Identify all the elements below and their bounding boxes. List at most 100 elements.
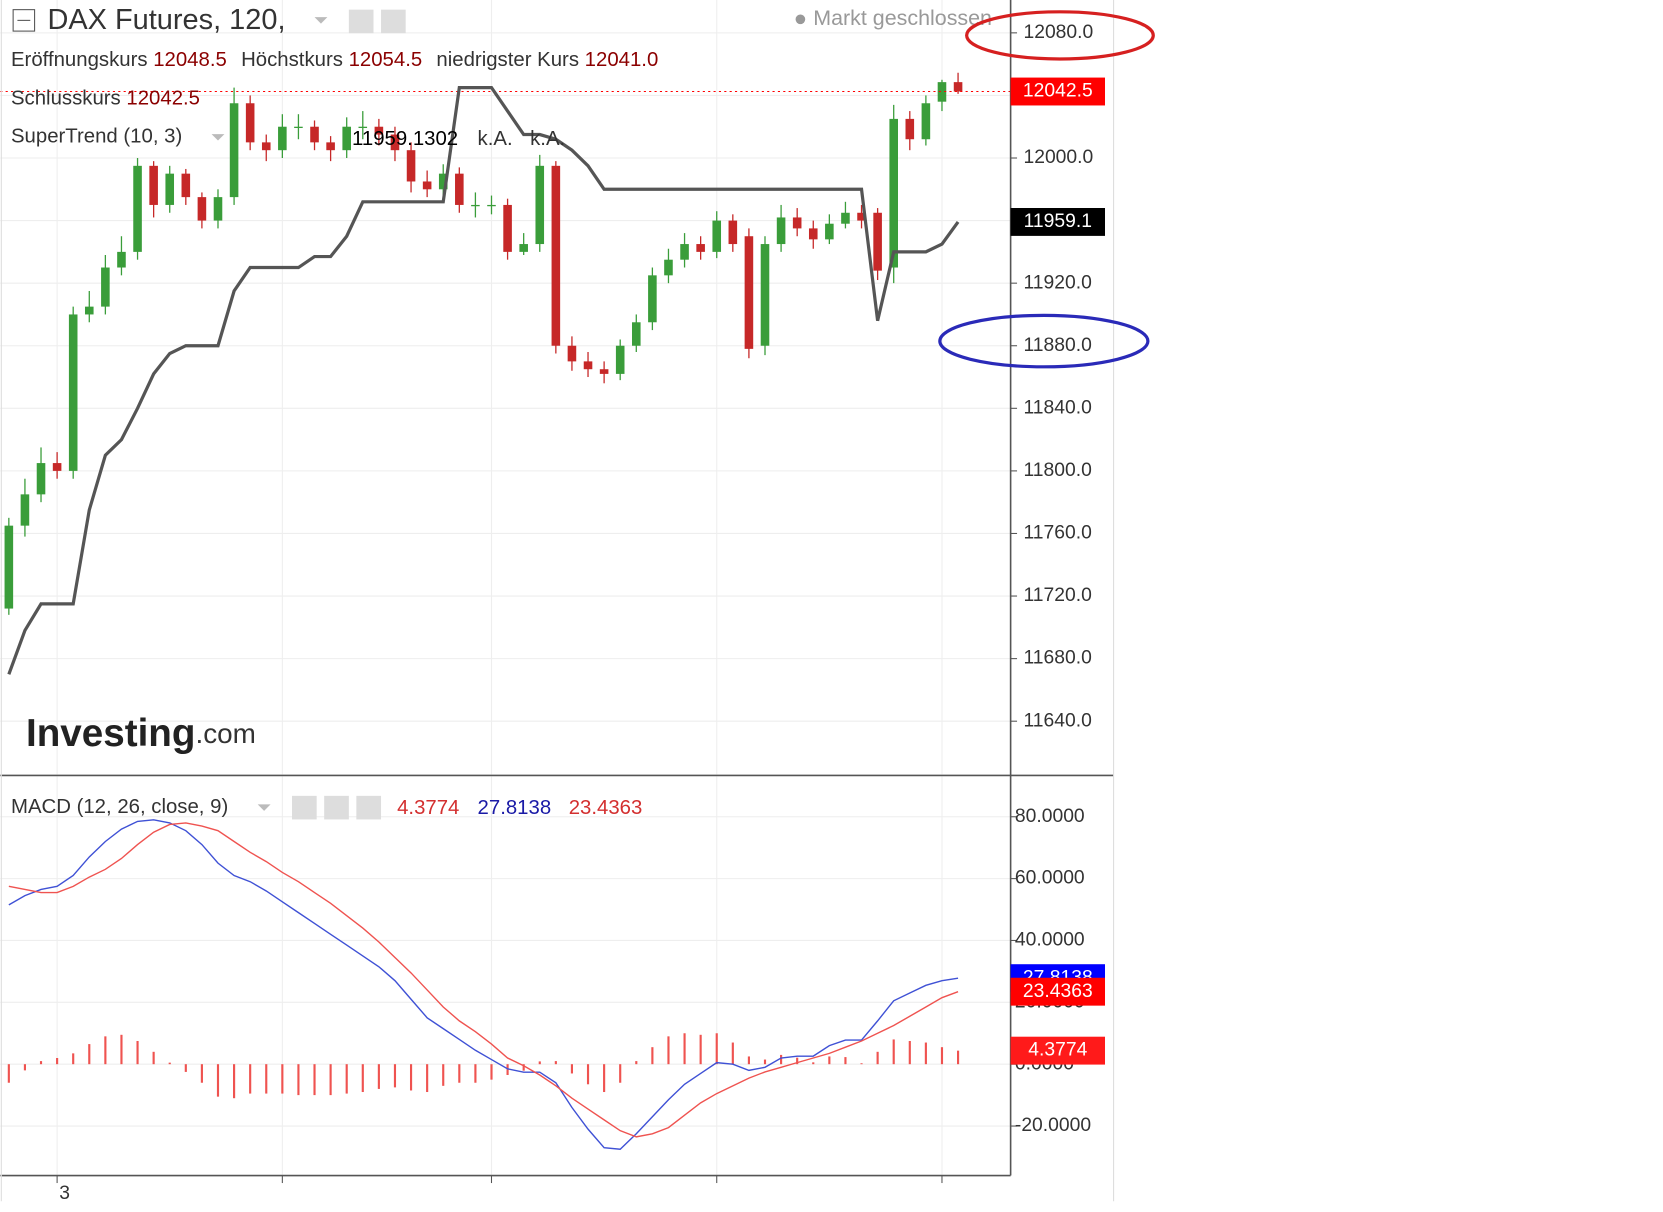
- y-tick-label: 12000.0: [1023, 147, 1093, 168]
- candle-body: [889, 118, 898, 268]
- y-tick-label: 80.0000: [1015, 806, 1085, 827]
- candle-body: [422, 181, 432, 190]
- y-tick-label: -20.0000: [1015, 1115, 1091, 1136]
- supertrend-value: 11959.1302: [352, 128, 458, 150]
- supertrend-na: k.A.: [530, 128, 565, 150]
- y-tick-label: 11760.0: [1023, 523, 1091, 544]
- candle-body: [20, 494, 30, 526]
- candle-body: [857, 212, 866, 221]
- macd-hist-value: 4.3774: [397, 797, 459, 819]
- candle-body: [390, 134, 400, 151]
- low-value: 12041.0: [585, 50, 659, 72]
- candle-body: [905, 118, 915, 140]
- y-tick-label: 12080.0: [1023, 22, 1093, 43]
- candle-body: [503, 204, 512, 252]
- brand: Investing: [26, 712, 195, 755]
- candle-body: [841, 212, 850, 224]
- candle-body: [342, 126, 351, 151]
- candle-body: [165, 173, 175, 205]
- overlay: 11640.0 11680.0 11720.0 11760.0 11800.0 11840…: [1010, 22, 1106, 1136]
- candle-body: [471, 204, 480, 207]
- candle-body: [310, 126, 319, 143]
- macd-line: [8, 822, 959, 1138]
- candle-body: [776, 217, 786, 245]
- y-tick-label: 11800.0: [1023, 460, 1091, 481]
- high-value: 12054.5: [349, 50, 423, 72]
- supertrend-line: [7, 85, 960, 675]
- candle-body: [583, 361, 593, 370]
- candle-body: [487, 204, 496, 207]
- candle-body: [52, 463, 62, 471]
- macd-legend: MACD (12, 26, close, 9): [11, 796, 228, 818]
- candle-body: [744, 236, 754, 349]
- settings-icon[interactable]: [381, 9, 406, 34]
- candle-body: [792, 217, 802, 229]
- macd-value-box: [1010, 977, 1106, 1006]
- y-tick-label: 11840.0: [1023, 397, 1091, 418]
- y-tick-label: 11720.0: [1023, 585, 1091, 606]
- highlight-ellipse: [965, 10, 1155, 61]
- candle-body: [406, 150, 416, 182]
- candle-body: [937, 82, 947, 102]
- candle-body: [648, 275, 657, 323]
- y-tick-label: 11920.0: [1023, 272, 1091, 293]
- eye-icon[interactable]: [348, 9, 374, 34]
- supertrend-box: [1010, 208, 1106, 236]
- chart-title: DAX Futures, 120,: [47, 4, 285, 36]
- open-name: Eröffnungskurs: [11, 50, 148, 72]
- candle-body: [567, 345, 577, 362]
- candle-body: [84, 306, 94, 315]
- status-dot: [795, 14, 806, 25]
- candle-body: [664, 259, 673, 276]
- dropdown-arrow[interactable]: [314, 17, 328, 24]
- candle-body: [101, 267, 110, 307]
- candle-body: [68, 314, 78, 471]
- candle-body: [615, 345, 625, 374]
- x-tick-label: 3: [59, 1183, 70, 1204]
- candle-body: [245, 103, 255, 143]
- dropdown-arrow[interactable]: [257, 804, 271, 811]
- close-icon[interactable]: [356, 795, 382, 820]
- y-tick-label: 11680.0: [1023, 648, 1091, 669]
- macd-line: [8, 819, 959, 1150]
- last-price-box: [1010, 77, 1106, 106]
- candle-body: [551, 165, 561, 346]
- candle-body: [825, 223, 834, 240]
- macd-value-label: 4.3774: [1028, 1040, 1087, 1061]
- close-legend: Schlusskurs 12042.5: [11, 88, 200, 110]
- candle-body: [519, 244, 528, 252]
- settings-icon[interactable]: [324, 795, 349, 820]
- candle-body: [438, 173, 448, 190]
- dropdown-arrow[interactable]: [211, 134, 225, 141]
- candle-body: [599, 369, 609, 374]
- candle-body: [455, 173, 464, 205]
- y-tick-label: 40.0000: [1015, 930, 1085, 951]
- candle-body: [117, 251, 126, 268]
- candle-body: [36, 463, 46, 495]
- candle-body: [326, 142, 335, 151]
- candle-body: [728, 220, 738, 245]
- last-price-label: 12042.5: [1023, 81, 1093, 102]
- close-name: Schlusskurs: [11, 88, 121, 110]
- eye-icon[interactable]: [291, 795, 317, 820]
- candle-body: [4, 525, 14, 609]
- watermark-brand: Investing.com: [26, 712, 256, 755]
- hist-value-box: [1010, 1036, 1106, 1065]
- candle-body: [294, 126, 303, 129]
- candle-body: [358, 126, 368, 129]
- macd-value: 27.8138: [478, 797, 552, 819]
- collapse-icon[interactable]: [12, 9, 36, 32]
- candle-body: [374, 126, 384, 135]
- candle-body: [213, 197, 223, 221]
- candle-body: [261, 142, 271, 151]
- market-status: Markt geschlossen: [813, 6, 992, 30]
- close-value: 12042.5: [126, 88, 200, 110]
- candle-body: [133, 165, 142, 252]
- open-value: 12048.5: [153, 50, 227, 72]
- candle-body: [229, 103, 239, 198]
- candle-body: [181, 173, 191, 198]
- low-name: niedrigster Kurs: [436, 50, 579, 72]
